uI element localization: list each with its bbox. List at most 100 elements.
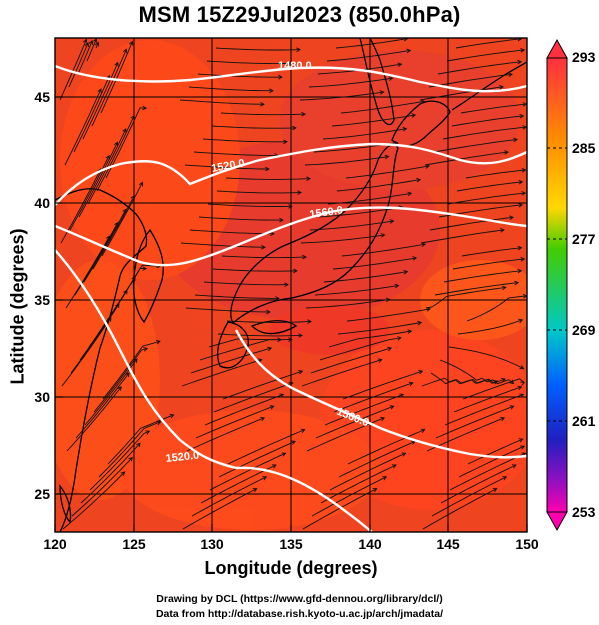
streamline — [323, 271, 408, 283]
streamline-arrow — [296, 47, 301, 52]
streamline-arrow — [266, 309, 271, 315]
streamline-arrow — [122, 128, 127, 134]
streamline-arrow — [389, 219, 395, 224]
streamline — [82, 62, 119, 140]
mainland-coast — [55, 188, 148, 532]
streamline-arrow — [402, 126, 408, 132]
streamline — [100, 41, 133, 114]
hokkaido-coast — [391, 100, 451, 147]
streamline — [61, 317, 112, 387]
streamline-arrow — [143, 347, 149, 352]
streamline-arrow — [265, 166, 270, 172]
streamline-arrow — [407, 191, 413, 197]
streamline-arrow — [385, 297, 391, 303]
streamline — [225, 177, 311, 180]
streamline-arrow — [271, 464, 277, 469]
streamline — [79, 290, 128, 361]
streamline — [308, 77, 393, 88]
streamline — [311, 476, 387, 517]
streamline — [310, 347, 392, 374]
streamline-arrow — [380, 416, 386, 422]
streamline-arrow — [252, 488, 258, 493]
streamline-arrow — [307, 319, 312, 324]
streamline-arrow — [120, 471, 126, 476]
streamline — [331, 114, 416, 127]
streamline-arrow — [406, 48, 412, 54]
colorbar-tick-277: 277 — [572, 231, 596, 247]
streamline-arrow — [382, 476, 388, 481]
streamline-arrow — [306, 176, 311, 181]
streamline-arrow — [97, 88, 102, 94]
axis-ticks — [54, 96, 528, 532]
streamline — [87, 128, 127, 205]
streamline-arrow — [283, 139, 288, 145]
streamline — [326, 49, 411, 62]
streamline-arrow — [130, 114, 135, 120]
x-tick-130: 130 — [200, 536, 224, 552]
streamline-arrow — [500, 227, 505, 233]
y-tick-45: 45 — [34, 89, 50, 105]
streamline — [314, 285, 399, 296]
streamline-arrow — [277, 337, 283, 342]
x-tick-120: 120 — [43, 536, 67, 552]
streamline — [465, 169, 526, 179]
streamline — [309, 220, 394, 231]
streamline-arrow — [520, 256, 526, 262]
streamline — [184, 164, 269, 170]
y-tick-labels: 25 30 35 40 45 — [34, 89, 50, 502]
streamline-arrow — [509, 405, 515, 410]
streamline-arrow — [300, 428, 306, 433]
streamline-arrow — [261, 244, 266, 250]
kuril-coast — [451, 61, 527, 111]
colorbar-min-arrow — [546, 511, 568, 532]
streamline — [444, 394, 524, 426]
streamline — [346, 308, 431, 322]
taiwan-coast — [59, 484, 72, 524]
streamline — [337, 322, 422, 335]
contour-1560-north — [55, 206, 527, 267]
streamline — [216, 190, 302, 194]
streamline-arrow — [380, 233, 386, 238]
streamline-arrow — [131, 276, 136, 281]
streamline-arrow — [426, 307, 432, 312]
streamline — [227, 429, 305, 465]
streamline-arrow — [411, 113, 417, 118]
streamline — [69, 155, 110, 231]
streamline — [462, 378, 525, 400]
contour-label-1520-b: 1520.0 — [165, 450, 200, 465]
streamline-arrow — [500, 416, 506, 422]
streamline-arrow — [519, 393, 525, 398]
streamline-arrow — [145, 430, 151, 435]
streamline-arrow — [412, 256, 418, 261]
contour-label-1520-a: 1520.0 — [210, 157, 245, 175]
streamline-arrow — [499, 84, 504, 90]
streamline — [200, 464, 277, 504]
streamline — [419, 86, 504, 101]
streamline — [422, 488, 497, 530]
streamline — [78, 142, 118, 218]
streamline — [220, 112, 306, 116]
streamline-arrow — [520, 47, 526, 53]
map-title: MSM 15Z29Jul2023 (850.0hPa) — [138, 2, 461, 27]
streamline — [80, 442, 141, 504]
streamline — [425, 286, 506, 309]
streamline-arrow — [93, 38, 98, 43]
x-tick-labels: 120 125 130 135 140 145 150 — [43, 536, 539, 552]
streamline — [181, 359, 262, 387]
streamline — [101, 182, 143, 257]
streamline-arrow — [88, 40, 94, 45]
streamline-arrow — [379, 90, 385, 95]
streamline — [199, 339, 282, 361]
streamline-arrow — [420, 99, 426, 105]
streamline — [429, 216, 514, 231]
x-tick-135: 135 — [279, 536, 303, 552]
y-tick-30: 30 — [34, 389, 50, 405]
streamline — [447, 192, 526, 205]
streamline — [338, 440, 416, 478]
colorbar-max-arrow — [546, 38, 568, 59]
streamline-arrow — [267, 346, 273, 352]
streamline — [86, 38, 97, 62]
streamline-arrow — [260, 102, 265, 107]
streamline-arrow — [142, 266, 148, 271]
streamline-arrow — [275, 296, 280, 301]
